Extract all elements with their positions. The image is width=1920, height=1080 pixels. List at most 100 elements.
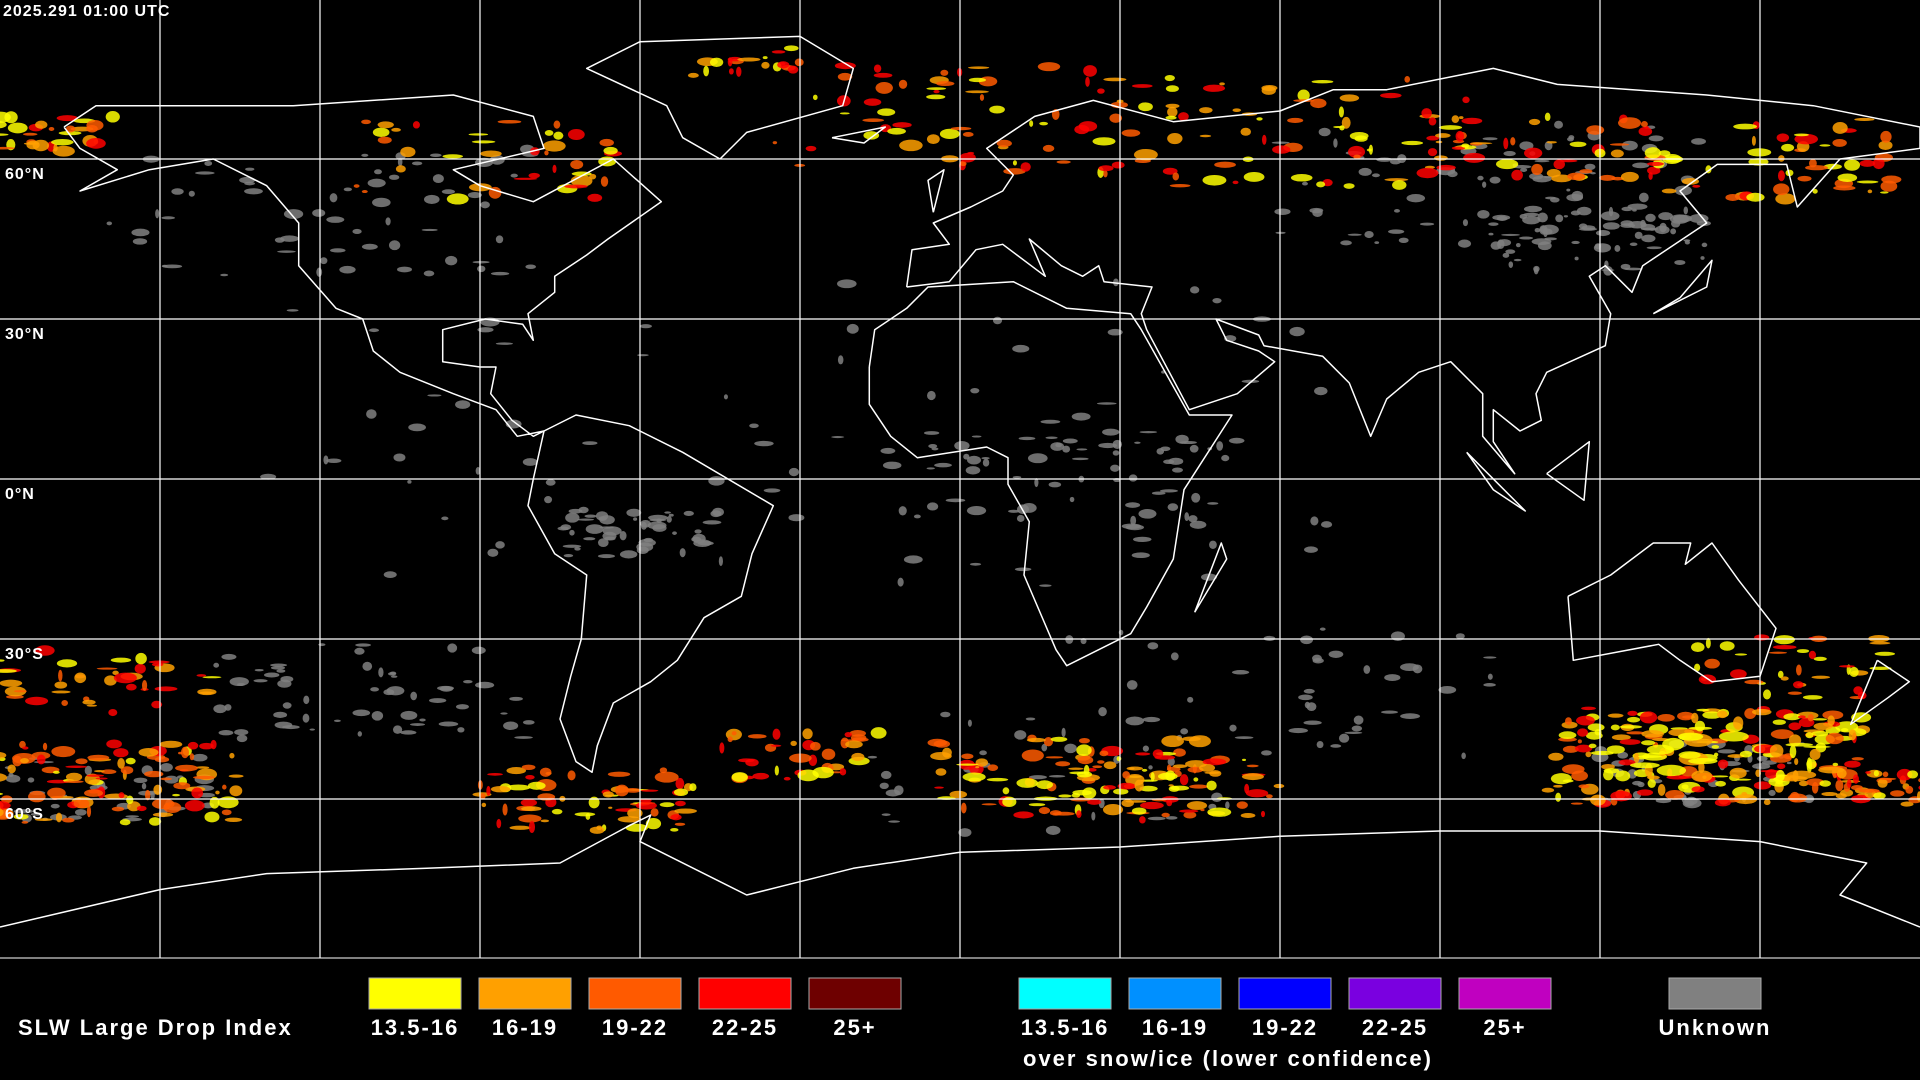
cloud-patch <box>1869 641 1891 645</box>
cloud-patch <box>851 752 865 762</box>
cloud-patch <box>1189 784 1209 789</box>
cloud-patch <box>1537 212 1548 223</box>
cloud-patch <box>106 221 113 226</box>
cloud-patch <box>1513 165 1532 169</box>
cloud-patch <box>383 571 397 579</box>
cloud-patch <box>1585 751 1592 758</box>
cloud-patch <box>1156 448 1165 455</box>
cloud-patch <box>966 505 987 516</box>
cloud-patch <box>213 662 220 668</box>
cloud-patch <box>1021 503 1037 513</box>
cloud-patch <box>1287 117 1304 123</box>
cloud-patch <box>1394 209 1400 213</box>
cloud-patch <box>1787 793 1808 803</box>
cloud-patch <box>1072 457 1089 461</box>
cloud-patch <box>1683 206 1689 215</box>
cloud-patch <box>1112 450 1120 456</box>
cloud-patch <box>1519 236 1534 240</box>
cloud-patch <box>608 806 613 809</box>
cloud-patch <box>1167 106 1178 118</box>
cloud-patch <box>1819 144 1831 147</box>
cloud-patch <box>1384 178 1409 182</box>
cloud-patch <box>565 512 580 523</box>
cloud-patch <box>1364 231 1374 239</box>
cloud-patch <box>52 145 75 157</box>
cloud-patch <box>1691 642 1705 653</box>
cloud-patch <box>1798 780 1809 787</box>
cloud-patch <box>544 150 549 156</box>
cloud-patch <box>1641 234 1656 243</box>
cloud-patch <box>180 746 189 759</box>
cloud-patch <box>567 128 585 141</box>
cloud-patch <box>627 808 643 819</box>
legend-swatch <box>808 977 902 1010</box>
cloud-patch <box>120 766 134 775</box>
cloud-patch <box>1214 161 1236 168</box>
cloud-patch <box>1654 225 1670 235</box>
cloud-patch <box>562 544 582 548</box>
cloud-patch <box>528 820 536 833</box>
cloud-patch <box>209 796 220 809</box>
cloud-patch <box>1142 716 1161 723</box>
cloud-patch <box>585 524 604 534</box>
cloud-patch <box>1069 496 1075 503</box>
cloud-patch <box>1012 476 1022 479</box>
cloud-patch <box>1171 467 1184 473</box>
cloud-patch <box>397 157 403 167</box>
cloud-patch <box>1148 765 1153 770</box>
cloud-patch <box>253 679 268 683</box>
cloud-patch <box>4 111 18 124</box>
cloud-patch <box>1289 326 1305 337</box>
cloud-patch <box>47 787 66 799</box>
cloud-patch <box>22 132 38 136</box>
cloud-patch <box>659 767 668 774</box>
cloud-patch <box>1717 759 1729 769</box>
cloud-patch <box>1202 84 1226 92</box>
cloud-patch <box>1300 635 1314 645</box>
cloud-patch <box>503 721 519 730</box>
cloud-patch <box>196 674 207 677</box>
cloud-patch <box>1768 651 1788 654</box>
cloud-patch <box>1358 167 1372 176</box>
cloud-patch <box>1786 770 1817 780</box>
cloud-patch <box>754 440 774 447</box>
cloud-patch <box>48 127 55 131</box>
legend-swatch-label: 16-19 <box>492 1015 558 1040</box>
cloud-patch <box>694 529 702 534</box>
cloud-patch <box>1050 736 1068 742</box>
cloud-patch <box>736 66 742 77</box>
cloud-patch <box>805 145 817 152</box>
cloud-patch <box>445 255 458 266</box>
snow-ice-swatch-label: 19-22 <box>1252 1015 1318 1040</box>
cloud-patch <box>191 787 204 799</box>
coastline <box>63 94 663 438</box>
cloud-patch <box>354 647 365 655</box>
cloud-patch <box>1806 778 1824 787</box>
cloud-patch <box>160 762 173 772</box>
cloud-patch <box>1347 145 1366 158</box>
cloud-patch <box>666 516 672 523</box>
cloud-patch <box>1711 744 1720 749</box>
cloud-patch <box>1167 503 1179 511</box>
cloud-patch <box>1062 445 1071 453</box>
cloud-patch <box>1785 743 1814 747</box>
cloud-patch <box>1534 228 1541 233</box>
cloud-patch <box>1121 523 1142 530</box>
cloud-patch <box>950 126 972 131</box>
cloud-patch <box>1027 453 1048 464</box>
cloud-patch <box>513 177 538 180</box>
cloud-patch <box>1900 801 1914 807</box>
cloud-patch <box>652 524 667 532</box>
cloud-patch <box>277 679 292 688</box>
cloud-patch <box>654 771 679 783</box>
cloud-patch <box>162 264 183 269</box>
cloud-patch <box>274 237 285 243</box>
cloud-patch <box>192 753 208 762</box>
cloud-patch <box>960 802 967 814</box>
cloud-patch <box>1702 711 1722 719</box>
cloud-patch <box>509 825 531 830</box>
cloud-patch <box>839 768 847 776</box>
cloud-patch <box>1488 232 1494 236</box>
cloud-patch <box>574 812 596 817</box>
cloud-patch <box>1141 768 1148 772</box>
